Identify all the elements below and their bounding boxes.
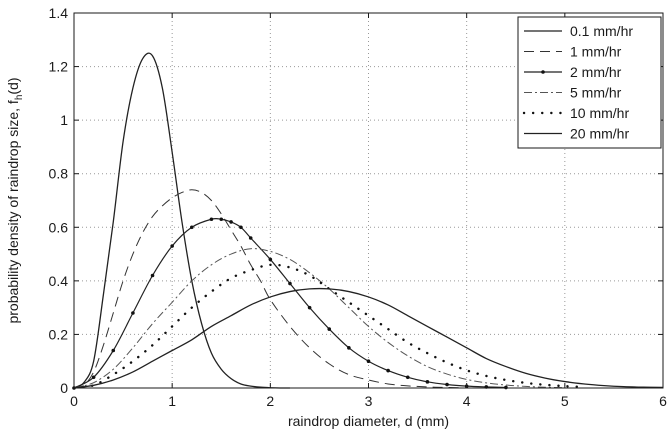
series-point: [239, 225, 243, 230]
x-axis-label: raindrop diameter, d (mm): [288, 413, 449, 429]
series-3: [72, 217, 508, 390]
y-tick-label: 1: [60, 112, 68, 128]
legend-item: 2 mm/hr: [524, 64, 622, 80]
legend-label: 0.1 mm/hr: [570, 23, 633, 39]
series-point: [219, 217, 224, 222]
legend-item: 10 mm/hr: [522, 105, 629, 121]
series-line: [73, 217, 506, 389]
series-point: [504, 385, 508, 390]
series-point: [307, 305, 312, 310]
x-tick-label: 3: [365, 393, 373, 409]
legend-box: [517, 16, 662, 149]
series-group: [72, 52, 664, 390]
legend-label: 1 mm/hr: [570, 44, 622, 60]
series-point: [229, 220, 233, 224]
series-point: [386, 368, 390, 373]
series-point: [425, 380, 430, 384]
x-tick-label: 0: [70, 393, 78, 409]
x-tick-label: 5: [561, 393, 569, 409]
axis-ticks: 0 1 2 3 4 5 6 0 0.2 0.4 0.6 0.8 1 1.2 1.4: [49, 5, 667, 409]
series-point: [248, 236, 253, 240]
legend-label: 20 mm/hr: [570, 126, 629, 142]
series-point: [327, 327, 332, 331]
series-point: [405, 375, 410, 380]
series-point: [111, 348, 116, 353]
series-point: [91, 375, 96, 380]
legend-label: 10 mm/hr: [570, 105, 629, 121]
y-tick-label: 0: [60, 380, 68, 396]
y-axis-label-subscript: h: [14, 95, 25, 101]
series-6: [73, 287, 664, 389]
series-point: [150, 273, 155, 278]
y-tick-label: 0.6: [49, 219, 69, 235]
series-2: [73, 189, 467, 389]
x-tick-label: 6: [659, 393, 667, 409]
series-line: [73, 52, 290, 389]
y-tick-label: 1.4: [49, 5, 69, 21]
legend-marker: [541, 70, 545, 74]
series-point: [347, 346, 351, 350]
legend-label: 2 mm/hr: [570, 64, 622, 80]
series-point: [170, 244, 174, 248]
series-point: [190, 225, 194, 230]
series-point: [288, 281, 292, 286]
x-tick-label: 1: [168, 393, 176, 409]
y-axis-label-tail: (d): [5, 77, 21, 94]
series-point: [268, 257, 273, 262]
legend-item: 20 mm/hr: [524, 126, 629, 142]
series-line: [73, 248, 565, 389]
legend: 0.1 mm/hr 1 mm/hr 2 mm/hr 5 mm/hr 10 mm/hr 20…: [517, 16, 662, 149]
series-point: [366, 359, 371, 364]
series-point: [209, 217, 214, 222]
series-1: [73, 52, 290, 389]
y-tick-label: 0.2: [49, 326, 69, 342]
legend-item: 1 mm/hr: [524, 44, 622, 60]
x-tick-label: 2: [266, 393, 274, 409]
series-4: [73, 248, 565, 389]
x-tick-label: 4: [463, 393, 471, 409]
y-tick-label: 0.8: [49, 166, 69, 182]
y-axis-label-main: probability density of raindrop size, f: [5, 100, 21, 323]
legend-item: 5 mm/hr: [524, 85, 622, 101]
legend-label: 5 mm/hr: [570, 85, 622, 101]
y-tick-label: 0.4: [49, 273, 69, 289]
series-line: [73, 287, 664, 389]
y-axis-label: probability density of raindrop size, fh…: [5, 77, 25, 323]
legend-item: 0.1 mm/hr: [524, 23, 633, 39]
series-point: [131, 311, 135, 315]
series-line: [73, 189, 467, 389]
series-point: [445, 382, 449, 387]
y-tick-label: 1.2: [49, 59, 69, 75]
